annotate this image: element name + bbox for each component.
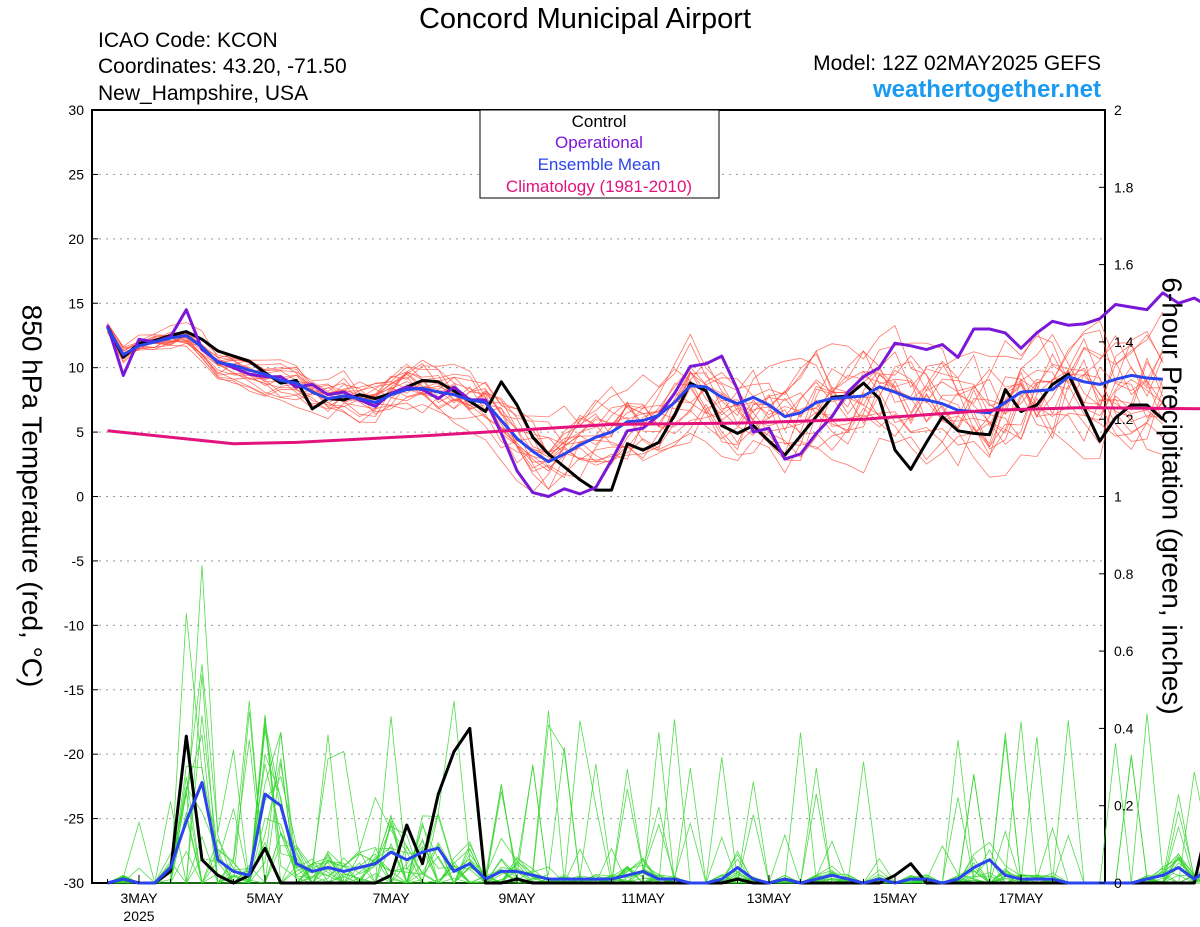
left-tick-label: 10 [68,360,84,376]
right-axis-label: 6-hour Precipitation (green, inches) [1157,277,1188,714]
left-tick-label: 25 [68,166,84,182]
left-tick-label: 0 [76,489,84,505]
right-tick-label: 2 [1114,102,1122,118]
precipitation-member-line [107,701,1200,884]
precipitation-member-line [107,710,1200,885]
x-tick-label: 15MAY [873,890,919,906]
right-tick-label: 0.6 [1114,643,1134,659]
x-tick-label: 13MAY [747,890,793,906]
temperature-line-climatology- [107,406,1200,446]
legend-operational: Operational [555,133,643,152]
precipitation-line-control [107,726,1200,885]
temperature-member-line [107,331,1163,490]
main-series [106,291,1200,885]
x-tick-label: 3MAY [120,890,158,906]
right-tick-label: 1.4 [1114,334,1134,350]
left-tick-label: 30 [68,102,84,118]
legend-control: Control [572,112,627,131]
x-tick-label: 5MAY [246,890,284,906]
left-axis-label: 850 hPa Temperature (red, °C) [17,305,48,688]
right-tick-label: 1.2 [1114,411,1134,427]
temperature-line-ensemble-mean [106,326,1163,464]
right-tick-label: 1 [1114,489,1122,505]
grid-lines [92,173,1105,820]
left-tick-label: 5 [76,424,84,440]
legend-climatology: Climatology (1981-2010) [506,177,692,196]
chart-title: Concord Municipal Airport [419,3,751,35]
left-tick-label: 20 [68,231,84,247]
left-tick-label: -25 [64,811,84,827]
right-tick-label: 0 [1114,875,1122,891]
legend: Control Operational Ensemble Mean Climat… [479,109,720,199]
left-tick-label: -15 [64,682,84,698]
left-tick-label: -30 [64,875,84,891]
coordinates: Coordinates: 43.20, -71.50 [98,55,347,78]
right-tick-label: 1.8 [1114,179,1134,195]
temperature-member-line [107,325,1164,474]
right-tick-label: 0.8 [1114,566,1134,582]
x-tick-label: 17MAY [999,890,1045,906]
precipitation-line-ensemble-mean [107,781,1200,885]
axes: 302520151050-5-10-15-20-25-3021.81.61.41… [64,102,1134,924]
temperature-member-line [107,320,1164,464]
left-tick-label: 15 [68,295,84,311]
temperature-member-line [107,327,1164,469]
left-tick-label: -5 [72,553,85,569]
brand-link[interactable]: weathertogether.net [872,76,1101,103]
x-tick-label: 9MAY [498,890,536,906]
legend-box [479,109,720,199]
temperature-member-line [107,322,1164,493]
right-tick-label: 0.4 [1114,720,1134,736]
legend-ensemble-mean: Ensemble Mean [538,155,661,174]
region: New_Hampshire, USA [98,82,308,105]
precipitation-member-line [107,613,1200,885]
x-year-label: 2025 [123,908,154,924]
x-tick-label: 11MAY [621,890,665,906]
plot-area: 302520151050-5-10-15-20-25-3021.81.61.41… [64,102,1200,924]
model-run: Model: 12Z 02MAY2025 GEFS [813,52,1101,75]
temperature-member-line [107,327,1164,472]
icao-code: ICAO Code: KCON [98,29,278,52]
temperature-line-control [106,325,1164,492]
left-tick-label: -20 [64,746,84,762]
right-tick-label: 0.2 [1114,798,1134,814]
x-tick-label: 7MAY [372,890,410,906]
right-tick-label: 1.6 [1114,257,1134,273]
left-tick-label: -10 [64,617,84,633]
temperature-member-line [107,330,1164,465]
